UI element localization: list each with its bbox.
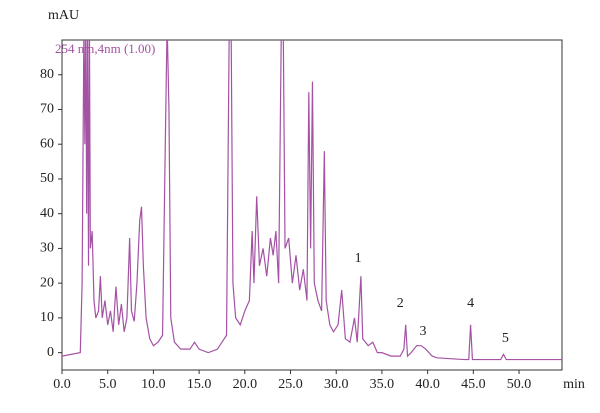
x-tick-label: 30.0 [324, 377, 349, 392]
y-tick-label: 80 [40, 67, 54, 82]
peak-label: 1 [355, 251, 362, 266]
y-tick-label: 0 [47, 345, 54, 360]
y-tick-label: 50 [40, 171, 54, 186]
legend-label: 254 nm,4nm (1.00) [55, 41, 155, 56]
plot-frame [61, 39, 563, 371]
y-tick-label: 70 [40, 102, 54, 117]
x-tick-label: 0.0 [53, 377, 71, 392]
x-tick-label: 35.0 [370, 377, 395, 392]
x-tick-label: 5.0 [99, 377, 117, 392]
x-tick-label: 15.0 [187, 377, 212, 392]
y-tick-label: 10 [40, 310, 54, 325]
x-tick-label: 25.0 [278, 377, 303, 392]
peak-label: 5 [502, 331, 509, 346]
trace-line [62, 40, 562, 361]
x-tick-label: 50.0 [507, 377, 532, 392]
x-tick-label: 40.0 [415, 377, 440, 392]
peak-label: 2 [397, 296, 404, 311]
peak-label: 3 [420, 324, 427, 339]
x-tick-label: 45.0 [461, 377, 486, 392]
y-tick-label: 40 [40, 206, 54, 221]
x-tick-label: 20.0 [233, 377, 258, 392]
y-axis-label: mAU [48, 8, 79, 23]
peak-label: 4 [467, 296, 474, 311]
y-tick-label: 60 [40, 136, 54, 151]
y-tick-label: 30 [40, 241, 54, 256]
x-tick-label: 10.0 [141, 377, 166, 392]
x-axis-label: min [563, 377, 585, 392]
y-tick-label: 20 [40, 275, 54, 290]
